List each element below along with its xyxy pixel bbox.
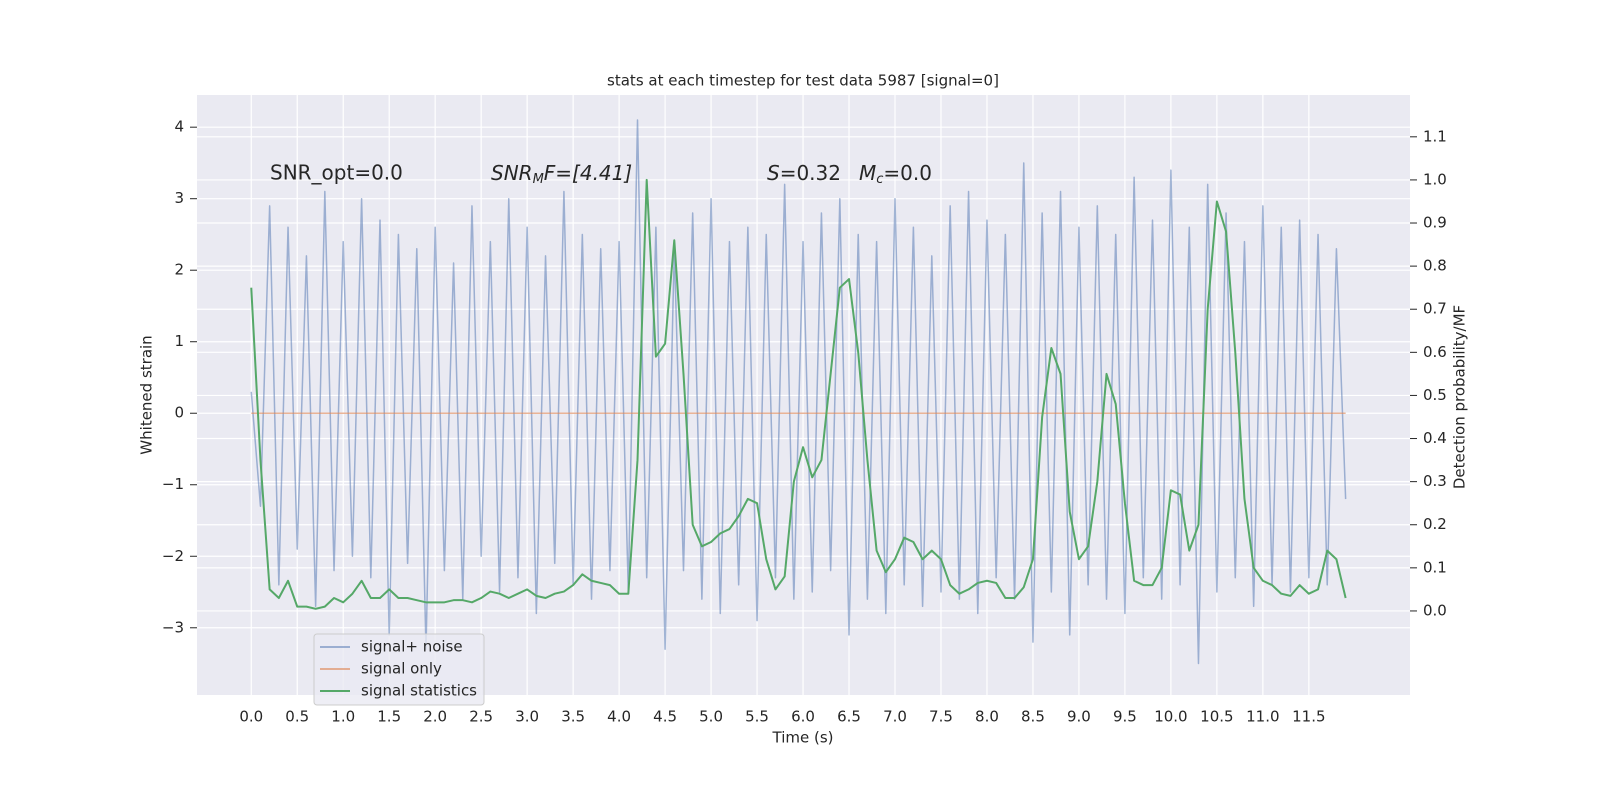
y2-tick-label: 0.5 xyxy=(1423,386,1447,404)
y2-tick-label: 0.4 xyxy=(1423,429,1447,447)
y2-tick-label: 0.2 xyxy=(1423,515,1447,533)
y2-tick-label: 0.8 xyxy=(1423,257,1447,275)
annotation-part: =0.32 xyxy=(780,161,841,185)
x-tick-label: 0.5 xyxy=(285,708,309,726)
annotation-part: =0.0 xyxy=(883,161,932,185)
x-tick-label: 5.0 xyxy=(699,708,723,726)
x-tick-label: 3.5 xyxy=(561,708,585,726)
x-tick-label: 9.0 xyxy=(1067,708,1091,726)
annotation-part: M xyxy=(859,161,876,185)
x-tick-label: 5.5 xyxy=(745,708,769,726)
y2-tick-label: 0.0 xyxy=(1423,601,1447,619)
x-tick-label: 4.0 xyxy=(607,708,631,726)
x-axis-label: Time (s) xyxy=(772,729,834,747)
y2-tick-label: 0.1 xyxy=(1423,558,1447,576)
x-tick-label: 3.0 xyxy=(515,708,539,726)
y-tick-label: −2 xyxy=(162,547,184,565)
x-tick-label: 0.0 xyxy=(239,708,263,726)
y2-tick-label: 1.1 xyxy=(1423,127,1447,145)
y-tick-label: −3 xyxy=(162,618,184,636)
x-tick-label: 7.5 xyxy=(929,708,953,726)
x-tick-label: 6.5 xyxy=(837,708,861,726)
annotation-part: F=[4.41] xyxy=(544,161,632,185)
x-tick-label: 1.5 xyxy=(377,708,401,726)
y2-tick-label: 0.6 xyxy=(1423,343,1447,361)
annotation: Mc=0.0 xyxy=(859,161,932,187)
y-tick-label: 2 xyxy=(174,261,184,279)
y-axis-label: Whitened strain xyxy=(138,335,156,454)
x-tick-label: 10.5 xyxy=(1200,708,1233,726)
annotation-part: SNR xyxy=(491,161,533,185)
x-tick-label: 11.5 xyxy=(1292,708,1325,726)
series-line xyxy=(250,119,1347,665)
x-tick-label: 7.0 xyxy=(883,708,907,726)
legend-label: signal statistics xyxy=(361,682,477,700)
y-tick-label: 0 xyxy=(174,404,184,422)
x-tick-label: 6.0 xyxy=(791,708,815,726)
x-tick-label: 2.0 xyxy=(423,708,447,726)
x-tick-label: 11.0 xyxy=(1246,708,1279,726)
legend-label: signal+ noise xyxy=(361,638,463,656)
y2-tick-label: 1.0 xyxy=(1423,170,1447,188)
x-tick-label: 2.5 xyxy=(469,708,493,726)
series-line xyxy=(250,178,1347,610)
chart-title: stats at each timestep for test data 598… xyxy=(607,72,999,90)
annotation-part: M xyxy=(533,172,544,187)
x-tick-label: 8.5 xyxy=(1021,708,1045,726)
y-tick-label: 1 xyxy=(174,332,184,350)
x-tick-label: 1.0 xyxy=(331,708,355,726)
x-tick-label: 4.5 xyxy=(653,708,677,726)
y2-tick-label: 0.9 xyxy=(1423,214,1447,232)
legend-box xyxy=(313,633,485,706)
x-tick-label: 9.5 xyxy=(1113,708,1137,726)
annotation-part: S xyxy=(767,161,780,185)
annotation: SNR_opt=0.0 xyxy=(270,161,403,185)
y-tick-label: 3 xyxy=(174,189,184,207)
x-tick-label: 10.0 xyxy=(1154,708,1187,726)
y2-tick-label: 0.3 xyxy=(1423,472,1447,490)
legend-label: signal only xyxy=(361,660,442,678)
y2-axis-label: Detection probability/MF xyxy=(1451,305,1469,489)
y2-tick-label: 0.7 xyxy=(1423,300,1447,318)
annotation: S=0.32 xyxy=(767,161,841,185)
y-tick-label: −1 xyxy=(162,475,184,493)
y-tick-label: 4 xyxy=(174,118,184,136)
annotation-part: c xyxy=(876,172,883,187)
annotation: SNRMF=[4.41] xyxy=(491,161,632,187)
x-tick-label: 8.0 xyxy=(975,708,999,726)
